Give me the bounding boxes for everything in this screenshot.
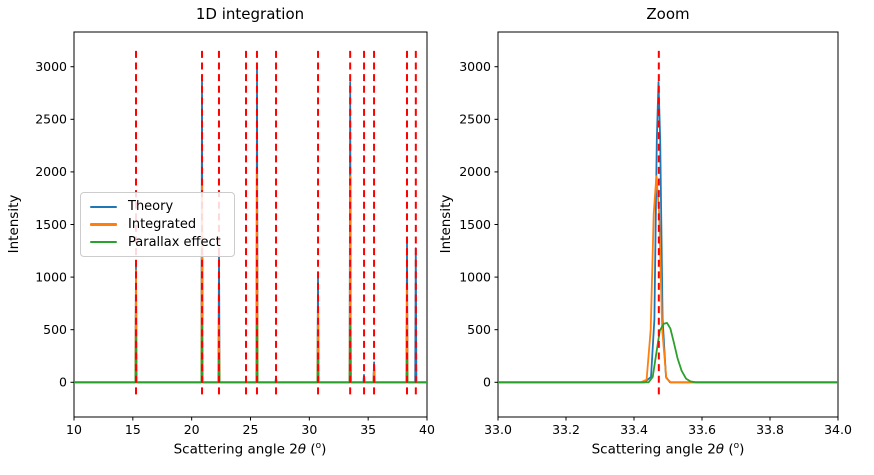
subplot-right: 33.0 33.2 33.4 33.6 33.8 34.0 0 500 1000 1500 2000… bbox=[459, 31, 852, 437]
y-tick-label: 2000 bbox=[459, 164, 491, 179]
y-tick-label: 0 bbox=[59, 375, 67, 390]
left-x-axis-label: Scattering angle 2θ (o) bbox=[174, 441, 327, 458]
integrated-line-swatch bbox=[90, 223, 117, 226]
legend-label: Integrated bbox=[128, 216, 197, 232]
left-y-axis-label: Intensity bbox=[6, 194, 22, 254]
theta-symbol: θ bbox=[297, 441, 307, 458]
legend: Theory Integrated Parallax effect bbox=[80, 192, 235, 257]
y-tick-label: 3000 bbox=[35, 59, 67, 74]
x-label-text: Scattering angle 2 bbox=[591, 441, 716, 458]
axes-frame bbox=[497, 31, 839, 418]
right-y-axis-label: Intensity bbox=[438, 194, 454, 254]
y-tick-label: 2500 bbox=[35, 112, 67, 127]
x-label-unit-open: ( bbox=[306, 441, 316, 458]
series-theory-line bbox=[498, 81, 838, 384]
legend-item-parallax-effect: Parallax effect bbox=[90, 235, 225, 250]
degree-superscript: o bbox=[315, 441, 322, 451]
x-tick-label: 33.8 bbox=[756, 422, 784, 437]
x-label-unit-close: ) bbox=[739, 441, 745, 458]
x-tick-label: 33.2 bbox=[552, 422, 580, 437]
x-tick-label: 34.0 bbox=[824, 422, 852, 437]
parallax-line-swatch bbox=[90, 240, 117, 244]
x-tick-label: 35 bbox=[360, 422, 376, 437]
x-tick-label: 15 bbox=[125, 422, 141, 437]
y-tick-label: 2500 bbox=[459, 112, 491, 127]
y-tick-label: 3000 bbox=[459, 59, 491, 74]
x-tick-label: 10 bbox=[66, 422, 82, 437]
theta-symbol: θ bbox=[715, 441, 725, 458]
y-tick-label: 1500 bbox=[35, 217, 67, 232]
legend-item-theory: Theory bbox=[90, 199, 225, 214]
legend-label: Parallax effect bbox=[128, 234, 221, 250]
x-tick-label: 33.6 bbox=[688, 422, 716, 437]
theory-line-swatch bbox=[90, 205, 117, 209]
x-tick-label: 33.4 bbox=[620, 422, 648, 437]
right-x-axis-label: Scattering angle 2θ (o) bbox=[592, 441, 745, 458]
y-tick-label: 1000 bbox=[459, 269, 491, 284]
y-tick-label: 1500 bbox=[459, 217, 491, 232]
y-tick-label: 1000 bbox=[35, 269, 67, 284]
x-tick-label: 25 bbox=[243, 422, 259, 437]
degree-superscript: o bbox=[733, 441, 740, 451]
x-tick-label: 20 bbox=[184, 422, 200, 437]
subplot-left: 10 15 20 25 30 35 40 0 500 1000 1500 2000 2500 3000 bbox=[35, 31, 435, 437]
x-tick-label: 33.0 bbox=[484, 422, 512, 437]
x-label-text: Scattering angle 2 bbox=[173, 441, 298, 458]
right-plot-title: Zoom bbox=[646, 5, 690, 23]
y-tick-label: 0 bbox=[483, 375, 491, 390]
series-integrated-line bbox=[498, 175, 838, 384]
x-label-unit-open: ( bbox=[724, 441, 734, 458]
y-tick-label: 500 bbox=[43, 322, 67, 337]
x-tick-label: 40 bbox=[419, 422, 435, 437]
series-parallax-effect-line bbox=[498, 322, 838, 384]
y-tick-label: 2000 bbox=[35, 164, 67, 179]
x-label-unit-close: ) bbox=[321, 441, 327, 458]
left-plot-title: 1D integration bbox=[195, 5, 305, 23]
legend-label: Theory bbox=[128, 199, 174, 215]
legend-item-integrated: Integrated bbox=[90, 217, 225, 232]
y-tick-label: 500 bbox=[467, 322, 491, 337]
x-tick-label: 30 bbox=[301, 422, 317, 437]
